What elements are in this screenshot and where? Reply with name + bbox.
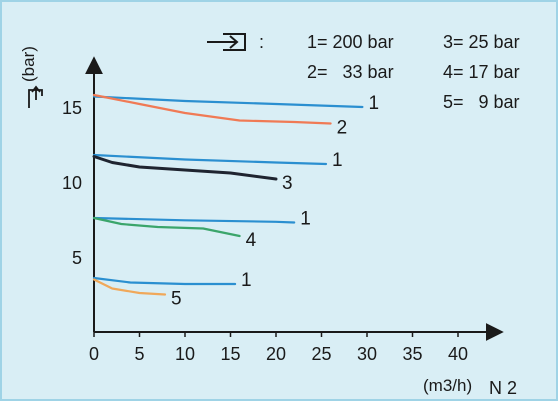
legend-entry-1: 1= 200 bar xyxy=(307,32,394,52)
x-axis-unit-subscript: N 2 xyxy=(489,378,517,398)
x-tick-label: 15 xyxy=(220,344,240,364)
legend-entry-2: 2= 33 bar xyxy=(307,62,394,82)
series-line-1 xyxy=(92,95,364,109)
inlet-icon xyxy=(207,33,246,51)
legend-entry-4: 4= 17 bar xyxy=(443,62,520,82)
series-end-label: 5 xyxy=(171,289,182,310)
series-end-label: 4 xyxy=(246,230,257,251)
y-tick-label: 10 xyxy=(62,173,82,193)
series-line-5 xyxy=(92,278,167,296)
legend-entry-5: 5= 9 bar xyxy=(443,92,520,112)
series-line-1 xyxy=(92,276,237,286)
y-axis-label: (bar) xyxy=(19,46,38,82)
series-end-label: 3 xyxy=(282,173,293,194)
series-line-4 xyxy=(92,216,241,238)
x-tick-label: 35 xyxy=(402,344,422,364)
pressure-icon xyxy=(28,85,43,108)
series-end-label: 1 xyxy=(332,150,343,171)
x-tick-label: 0 xyxy=(89,344,99,364)
x-tick-label: 20 xyxy=(266,344,286,364)
series-end-label: 2 xyxy=(337,118,348,139)
series-line-1 xyxy=(92,216,296,224)
legend-title: : xyxy=(259,32,264,52)
series-line-1 xyxy=(92,153,328,166)
x-tick-label: 30 xyxy=(357,344,377,364)
legend-entry-3: 3= 25 bar xyxy=(443,32,520,52)
x-tick-label: 10 xyxy=(175,344,195,364)
x-tick-label: 25 xyxy=(311,344,331,364)
series-line-3 xyxy=(92,155,278,181)
x-tick-label: 5 xyxy=(134,344,144,364)
y-tick-label: 15 xyxy=(62,98,82,118)
x-axis-label: (m3/h) xyxy=(423,376,472,395)
series-end-label: 1 xyxy=(300,209,311,230)
series-end-label: 1 xyxy=(241,270,252,291)
x-tick-label: 40 xyxy=(448,344,468,364)
series-end-label: 1 xyxy=(368,93,379,114)
y-tick-label: 5 xyxy=(72,248,82,268)
series-line-2 xyxy=(92,93,332,125)
